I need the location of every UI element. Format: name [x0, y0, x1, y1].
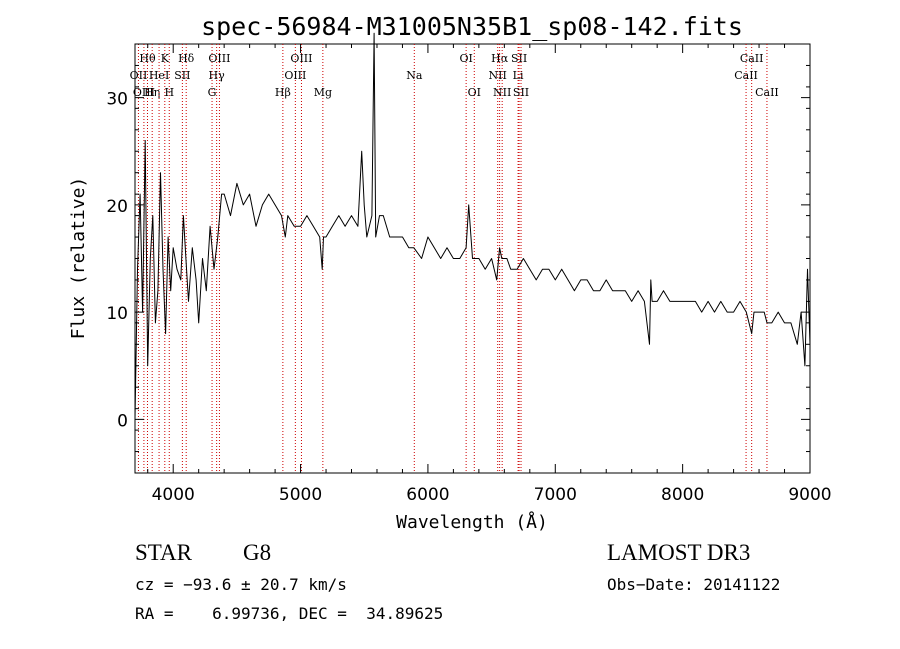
- line-marker-label: OIII: [284, 69, 306, 82]
- line-marker-label: Hη: [144, 86, 160, 99]
- line-marker-label: Hβ: [275, 86, 291, 99]
- x-tick-label: 6000: [406, 485, 449, 505]
- survey-label: LAMOST DR3: [607, 540, 751, 565]
- line-marker-label: NII: [493, 86, 511, 99]
- line-marker-label: Mg: [314, 86, 332, 99]
- series-layer: [134, 32, 811, 420]
- line-marker-label: OI: [468, 86, 481, 99]
- line-marker-label: NII: [489, 69, 507, 82]
- line-marker-label: SII: [511, 52, 527, 65]
- line-marker-label: K: [161, 52, 170, 65]
- line-marker-label: OIII: [208, 52, 230, 65]
- y-tick-label: 20: [106, 197, 128, 217]
- line-marker-label: Hδ: [178, 52, 195, 65]
- line-marker-label: HeI: [149, 69, 169, 82]
- line-marker-label: G: [208, 86, 217, 99]
- line-marker-label: Hα: [491, 52, 509, 65]
- line-marker-label: Hθ: [139, 52, 156, 65]
- obs-date-text: Obs−Date: 20141122: [607, 575, 781, 594]
- x-tick-label: 8000: [661, 485, 704, 505]
- object-subclass: G8: [243, 540, 272, 565]
- line-marker-label: Na: [406, 69, 423, 82]
- x-tick-label: 7000: [534, 485, 577, 505]
- y-axis-label: Flux (relative): [68, 177, 89, 340]
- y-tick-label: 10: [106, 304, 128, 324]
- x-axis: 4000 5000 6000 7000 8000 9000: [147, 44, 832, 505]
- coords-text: RA = 6.99736, DEC = 34.89625: [135, 604, 444, 623]
- line-marker-label: CaII: [755, 86, 779, 99]
- spectrum-series: [134, 32, 811, 420]
- line-marker-label: H: [164, 86, 174, 99]
- line-marker-label: OII: [130, 69, 148, 82]
- x-tick-label: 9000: [788, 485, 831, 505]
- line-marker-label: OIII: [133, 86, 155, 99]
- x-axis-label: Wavelength (Å): [396, 511, 548, 533]
- object-class: STAR: [135, 540, 192, 565]
- chart-title: spec-56984-M31005N35B1_sp08-142.fits: [201, 12, 743, 41]
- line-marker-label: OI: [459, 52, 472, 65]
- line-marker-label: SII: [174, 69, 190, 82]
- line-marker-label: Hγ: [209, 69, 226, 82]
- line-marker-label: SII: [513, 86, 529, 99]
- line-marker-label: CaII: [734, 69, 758, 82]
- x-tick-label: 5000: [279, 485, 322, 505]
- y-axis: 0 10 20 30: [106, 43, 810, 474]
- x-tick-label: 4000: [152, 485, 195, 505]
- y-tick-label: 30: [106, 90, 128, 110]
- line-marker-label: CaII: [740, 52, 764, 65]
- y-tick-label: 0: [117, 411, 128, 431]
- line-marker-label: OIII: [290, 52, 312, 65]
- line-marker-label: Li: [513, 69, 524, 82]
- redshift-text: cz = −93.6 ± 20.7 km/s: [135, 575, 347, 594]
